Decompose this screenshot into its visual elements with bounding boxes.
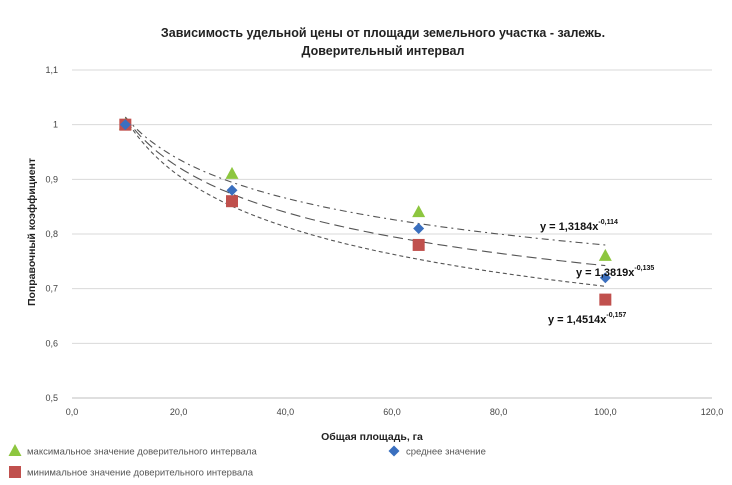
- x-tick-label: 120,0: [701, 407, 724, 417]
- y-tick-label: 0,6: [45, 338, 58, 348]
- data-point-max: [225, 166, 239, 179]
- equation-layer: y = 1,3184x-0,114 y = 1,3819x-0,135 y = 1,…: [540, 219, 654, 326]
- data-point-layer: [118, 117, 612, 306]
- grid-layer: [72, 69, 712, 344]
- y-tick-label: 0,7: [45, 284, 58, 294]
- chart-title-line1: Зависимость удельной цены от площади зем…: [161, 26, 605, 40]
- data-point-max: [412, 205, 426, 218]
- legend-marker-mean: [388, 445, 400, 457]
- data-point-min: [599, 293, 612, 306]
- y-tick-label: 0,8: [45, 229, 58, 239]
- data-point-mean: [226, 184, 238, 196]
- trend-equation-max: y = 1,3184x-0,114: [540, 219, 618, 233]
- data-point-mean: [599, 272, 611, 284]
- axis-layer: 0,5 0,6 0,7 0,8 0,9 1 1,1 0,0 20,0 40,0 60,0 80,0 10…: [45, 65, 723, 417]
- x-tick-label: 40,0: [277, 407, 295, 417]
- legend-label-mean: среднее значение: [406, 447, 486, 458]
- legend-label-max: максимальное значение доверительного инт…: [27, 447, 257, 458]
- legend-marker-max: [8, 444, 22, 456]
- x-tick-label: 100,0: [594, 407, 617, 417]
- legend-label-min: минимальное значение доверительного инте…: [27, 468, 254, 479]
- trendline-mean: [124, 117, 606, 267]
- trendline-layer: [124, 116, 606, 287]
- y-axis-label: Поправочный коэффициент: [26, 158, 38, 306]
- legend: максимальное значение доверительного инт…: [8, 444, 486, 479]
- x-tick-label: 0,0: [66, 407, 79, 417]
- data-point-min: [226, 195, 238, 208]
- chart-title-line2: Доверительный интервал: [302, 44, 465, 58]
- legend-marker-min: [9, 466, 21, 478]
- x-tick-label: 80,0: [490, 407, 508, 417]
- x-tick-label: 60,0: [383, 407, 401, 417]
- trend-equation-min: y = 1,4514x-0,157: [548, 312, 626, 326]
- data-point-max: [598, 248, 612, 261]
- trendline-min: [124, 118, 606, 287]
- x-tick-label: 20,0: [170, 407, 188, 417]
- trend-equation-mean: y = 1,3819x-0,135: [576, 265, 654, 279]
- data-point-min: [412, 238, 425, 251]
- data-point-mean: [119, 119, 131, 131]
- y-tick-label: 1: [53, 120, 58, 130]
- x-axis-label: Общая площадь, га: [321, 431, 423, 443]
- y-tick-label: 1,1: [45, 65, 58, 75]
- y-tick-label: 0,9: [45, 174, 58, 184]
- data-point-mean: [413, 223, 425, 235]
- y-tick-label: 0,5: [45, 393, 58, 403]
- trendline-max: [124, 116, 606, 246]
